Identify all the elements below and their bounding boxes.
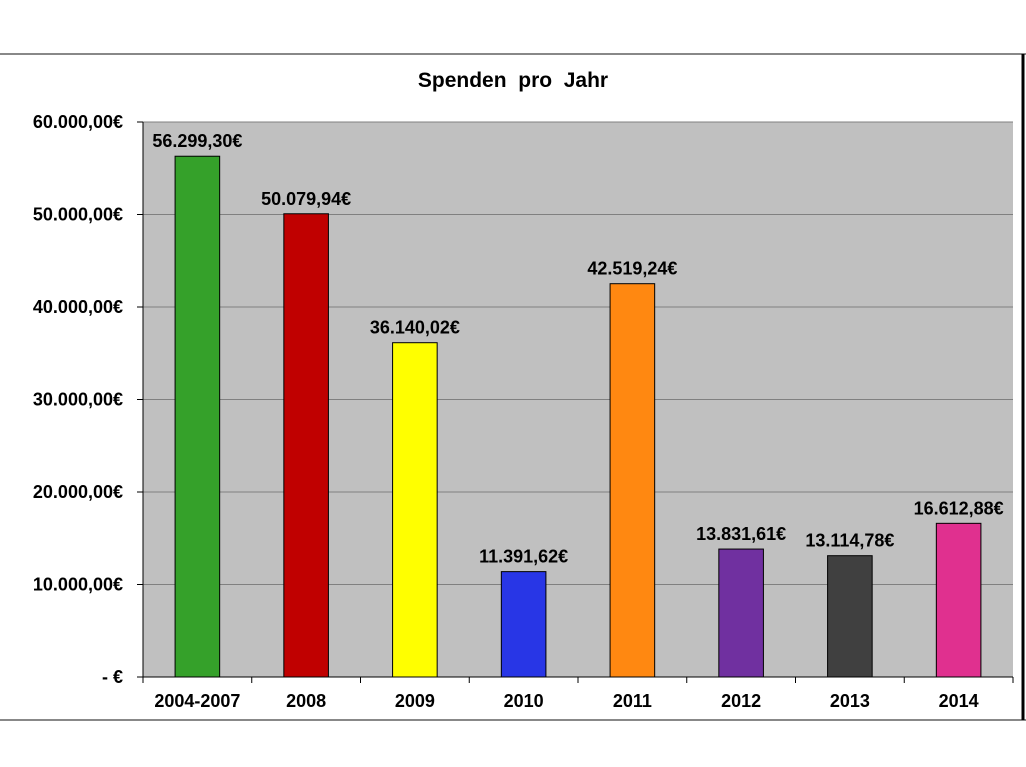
bar-2004-2007 <box>174 155 221 678</box>
value-label: 13.114,78€ <box>805 531 894 551</box>
x-tick-label: 2010 <box>504 691 544 711</box>
y-axis: - € 10.000,00€ 20.000,00€ 30.000,00€ 40.000,… <box>33 112 144 687</box>
bar-2010 <box>500 571 547 678</box>
value-label: 36.140,02€ <box>370 318 460 338</box>
value-label: 11.391,62€ <box>479 547 568 567</box>
y-tick-label: 50.000,00€ <box>33 205 123 225</box>
x-tick-label: 2008 <box>286 691 326 711</box>
bar-2008 <box>283 213 329 678</box>
x-tick-label: 2011 <box>613 691 652 711</box>
y-tick-label: 60.000,00€ <box>33 112 123 132</box>
value-labels: 56.299,30€ 50.079,94€ 36.140,02€ 11.391,62€… <box>152 131 1003 566</box>
value-label: 16.612,88€ <box>914 498 1004 518</box>
bar-2009 <box>392 342 438 678</box>
y-tick-label: 30.000,00€ <box>33 390 123 410</box>
x-tick-label: 2009 <box>395 691 435 711</box>
x-tick-label: 2012 <box>721 691 761 711</box>
y-tick-label: - € <box>102 667 123 687</box>
x-axis: 2004-2007 2008 2009 2010 2011 2012 2013 2014 <box>142 676 1014 711</box>
bars <box>174 155 982 678</box>
y-tick-label: 10.000,00€ <box>33 575 123 595</box>
value-label: 50.079,94€ <box>261 189 351 209</box>
bar-2014 <box>935 522 982 678</box>
chart-title: Spenden pro Jahr <box>418 69 608 92</box>
x-tick-label: 2004-2007 <box>154 691 240 711</box>
bar-2012 <box>718 548 764 678</box>
bar-2013 <box>827 555 873 678</box>
x-tick-label: 2013 <box>830 691 870 711</box>
y-tick-label: 40.000,00€ <box>33 297 123 317</box>
value-label: 56.299,30€ <box>152 131 242 151</box>
value-label: 42.519,24€ <box>587 259 677 279</box>
bar-2011 <box>609 283 656 678</box>
value-label: 13.831,61€ <box>696 524 786 544</box>
y-tick-label: 20.000,00€ <box>33 482 123 502</box>
x-tick-label: 2014 <box>939 691 979 711</box>
